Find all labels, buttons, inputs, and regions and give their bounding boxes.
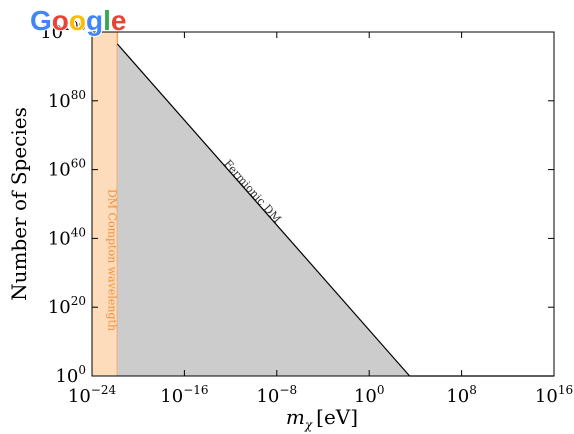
y-tick-label: 1020 bbox=[48, 294, 86, 318]
chart-axes bbox=[91, 31, 555, 377]
y-tick-label: 1040 bbox=[48, 225, 86, 249]
y-tick-label: 10100 bbox=[40, 19, 86, 43]
plot-frame bbox=[91, 31, 555, 377]
x-tick-label: 100 bbox=[354, 383, 385, 407]
y-tick-label: 1080 bbox=[48, 88, 86, 112]
x-tick-label: 108 bbox=[446, 383, 477, 407]
google-logo: Google bbox=[29, 4, 127, 37]
x-axis-label-symbol: m bbox=[286, 405, 305, 429]
x-axis-label-subscript: χ bbox=[304, 418, 313, 432]
chart-ticks: 10−24 10−16 10−8 100 108 1016 100 1020 1040 1060 1… bbox=[40, 19, 573, 407]
compton-region bbox=[92, 32, 118, 376]
chart-labels: Number of Species mχ [eV] bbox=[7, 107, 358, 432]
x-tick-label: 1016 bbox=[535, 383, 573, 407]
chart-regions: DM Compton wavelength Fermionic DM bbox=[92, 32, 554, 377]
y-tick-label: 100 bbox=[55, 363, 86, 387]
x-tick-label: 10−16 bbox=[160, 383, 208, 407]
x-axis-label-unit: [eV] bbox=[316, 405, 358, 429]
compton-region-label: DM Compton wavelength bbox=[106, 189, 119, 331]
x-axis-label: mχ [eV] bbox=[286, 405, 358, 432]
google-logo-text: Google bbox=[30, 5, 126, 36]
fermionic-boundary-line bbox=[116, 43, 411, 377]
x-tick-label: 10−8 bbox=[256, 383, 297, 407]
y-axis-label: Number of Species bbox=[7, 107, 31, 301]
x-tick-label: 10−24 bbox=[68, 383, 117, 407]
y-tick-label: 1060 bbox=[48, 157, 86, 181]
